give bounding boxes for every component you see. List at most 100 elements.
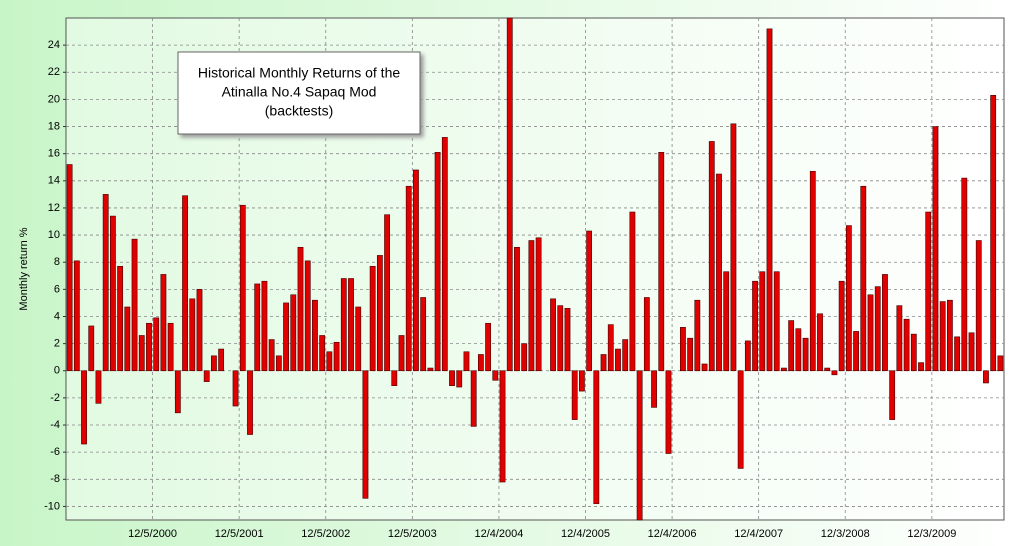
bar xyxy=(261,280,268,372)
bar xyxy=(340,278,347,372)
bar xyxy=(348,278,354,372)
bar xyxy=(247,370,253,435)
bar xyxy=(564,308,571,372)
y-tick-label: 4 xyxy=(54,310,60,322)
bar xyxy=(73,260,80,372)
bar xyxy=(651,370,657,408)
bar xyxy=(954,336,960,372)
bar xyxy=(961,177,968,372)
bar xyxy=(405,185,412,372)
bar xyxy=(809,171,816,372)
y-tick-label: 2 xyxy=(54,338,60,350)
y-tick-label: 10 xyxy=(48,229,60,241)
y-tick-label: 18 xyxy=(48,120,60,132)
bar xyxy=(506,17,513,372)
x-tick-label: 12/5/2003 xyxy=(388,528,437,540)
bar xyxy=(658,152,665,372)
bar xyxy=(196,289,203,372)
bar xyxy=(817,313,823,372)
bar xyxy=(773,271,780,372)
bar xyxy=(903,318,910,372)
bar xyxy=(268,339,275,372)
bar xyxy=(636,370,643,521)
y-tick-label: 22 xyxy=(48,66,60,78)
y-tick-label: -6 xyxy=(50,446,60,458)
bar xyxy=(680,327,686,372)
bar xyxy=(723,271,730,372)
bar xyxy=(795,328,802,372)
bar xyxy=(918,362,924,372)
bar xyxy=(102,194,109,372)
y-tick-label: 12 xyxy=(48,202,60,214)
chart-title: Atinalla No.4 Sapaq Mod xyxy=(222,84,377,100)
bar xyxy=(319,335,326,372)
bar xyxy=(290,294,297,372)
bar xyxy=(579,370,585,392)
bar xyxy=(470,370,477,427)
x-tick-label: 12/5/2001 xyxy=(215,528,264,540)
bar xyxy=(535,237,542,372)
bar xyxy=(124,306,131,372)
bar xyxy=(701,363,708,372)
title-box xyxy=(177,51,421,135)
bar xyxy=(752,280,758,372)
bar xyxy=(434,152,441,372)
bar xyxy=(449,370,455,386)
x-tick-label: 12/4/2004 xyxy=(474,528,523,540)
y-tick-label: 14 xyxy=(48,175,60,187)
bar xyxy=(694,299,701,372)
bar xyxy=(968,332,975,372)
bar xyxy=(203,370,210,382)
bar xyxy=(304,260,311,372)
bar xyxy=(391,370,398,386)
bar xyxy=(629,211,636,372)
y-tick-label: -10 xyxy=(44,500,60,512)
bar xyxy=(831,370,838,376)
bar xyxy=(167,322,174,372)
bar xyxy=(88,325,95,372)
bar xyxy=(427,367,434,372)
bar xyxy=(456,370,463,388)
bar xyxy=(946,299,953,372)
bar xyxy=(737,370,744,469)
bar xyxy=(896,305,903,372)
bar xyxy=(716,173,722,372)
bar xyxy=(254,283,261,372)
y-tick-label: -2 xyxy=(50,392,60,404)
y-tick-label: 16 xyxy=(48,148,60,160)
bar xyxy=(874,286,881,372)
bar xyxy=(355,306,362,372)
bar xyxy=(925,211,932,372)
bar xyxy=(160,274,167,372)
bar xyxy=(528,240,535,372)
bar xyxy=(441,137,448,372)
bar xyxy=(622,339,629,372)
bar xyxy=(499,370,506,483)
bar xyxy=(384,214,390,372)
bar xyxy=(275,355,282,372)
bar xyxy=(239,204,246,372)
bar xyxy=(521,343,528,372)
y-tick-label: 8 xyxy=(54,256,60,268)
bar xyxy=(824,367,831,372)
y-tick-label: 6 xyxy=(54,283,60,295)
bar xyxy=(730,123,737,372)
bar xyxy=(333,341,340,372)
bar xyxy=(975,240,982,372)
bar xyxy=(990,95,997,372)
bar xyxy=(557,305,564,372)
bar xyxy=(117,265,124,372)
bar xyxy=(788,320,795,372)
bar xyxy=(766,28,773,372)
bar xyxy=(514,246,520,372)
bar xyxy=(485,322,491,372)
bar xyxy=(369,265,376,372)
bar xyxy=(586,230,593,372)
bar xyxy=(463,351,470,372)
bar xyxy=(420,297,427,372)
bar xyxy=(232,370,239,407)
bar xyxy=(802,337,809,372)
bar xyxy=(182,195,188,372)
bar xyxy=(492,370,499,381)
